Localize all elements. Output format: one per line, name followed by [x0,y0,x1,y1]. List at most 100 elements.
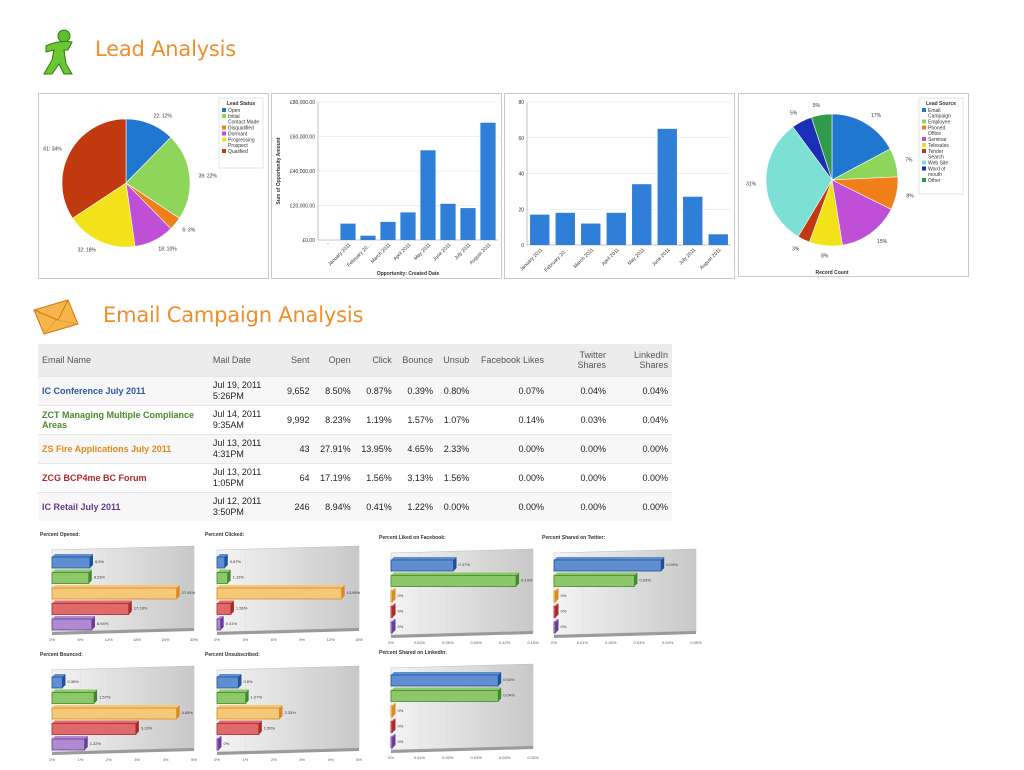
x-tick-label: 0% [49,637,55,642]
bar-top [217,600,234,604]
slice-label: 5% [790,110,798,116]
legend-item: Email [928,108,941,114]
legend-swatch [922,119,926,124]
x-tick-label: 12% [327,637,335,642]
mini-chart-title: Percent Shared on LinkedIn: [379,650,447,656]
bar-top [554,572,638,576]
x-tick-label: 4% [328,757,334,762]
table-row[interactable]: ZCT Managing Multiple Compliance Areas Ju… [38,404,672,434]
bar [390,736,393,749]
bar [390,575,517,587]
bar [460,208,476,240]
col-email-name[interactable]: Email Name [38,344,209,376]
x-tick-label: 0.01% [414,755,426,760]
x-tick-label: 0% [388,640,394,645]
col-linkedin-shares[interactable]: LinkedIn Shares [609,344,672,376]
bar-side [218,736,222,750]
legend-box [918,97,964,195]
x-tick-label: January 2011 [519,247,545,273]
pie-slice [61,118,127,219]
bar [216,738,219,751]
bar-value-label: 0.39% [67,679,79,684]
legend-item: Word of [928,167,946,173]
bar-value-label: 8.94% [97,621,109,626]
x-tick-label: April 2011 [601,247,621,267]
envelope-icon [33,299,79,335]
bounce-rate: 1.57% [395,404,437,434]
bar-top [52,616,95,619]
mail-date: Jul 13, 2011 4:31PM [208,433,278,463]
email-name-link[interactable]: ZCG BCP4me BC Forum [38,462,209,492]
legend-swatch [922,166,926,171]
x-tick-label: 0.06% [442,640,454,645]
legend-swatch [922,108,926,112]
bar [553,575,635,587]
x-tick-label: March 2011 [573,247,596,270]
bar [390,690,499,702]
col-click[interactable]: Click [354,344,396,376]
x-tick-label: 30% [190,637,198,642]
slice-label: 22: 12% [154,113,173,119]
email-name-link[interactable]: IC Conference July 2011 [38,375,209,405]
bar-value-label: 0% [561,593,567,598]
bar-side [516,572,520,587]
table-row[interactable]: ZCG BCP4me BC Forum Jul 13, 2011 1:05PM 64 1… [38,462,672,492]
sent-count: 43 [277,433,314,463]
email-name-link[interactable]: ZCT Managing Multiple Compliance Areas [38,404,209,434]
bar-side [555,603,559,618]
mini-bar-chart: 0% 1% 2% 3% 4% 5% 0.8% 1.07% 2.33% 1.56% 0% [214,665,362,762]
col-twitter-shares[interactable]: Twitter Shares [548,344,610,376]
legend-item: Prospect [228,143,248,149]
bar [51,587,178,600]
chart-floor [217,748,359,755]
slice-label: 6: 3% [182,227,195,233]
bar-value-label: 0.07% [459,562,471,567]
table-row[interactable]: IC Retail July 2011 Jul 12, 2011 3:50PM 246… [38,491,672,521]
email-name-link[interactable]: ZS Fire Applications July 2011 [38,433,209,463]
bar-value-label: 0.03% [639,578,651,583]
opportunity-count-bar-chart: 0 20 40 60 80 January 2011 February 20... March… [518,100,731,273]
bar [390,559,454,572]
slice-label: 3% [792,247,800,253]
lead-source-panel: 17% 7% 8% 15% 8% 3% 31% 5% 5% Lead Source Email Cam… [738,93,969,277]
bar-top [554,557,665,560]
slice-label: 8% [821,254,829,260]
bar-top [52,554,93,557]
bar [390,705,393,718]
x-tick-label: May 2011 [413,242,433,262]
x-tick-label: March 2011 [370,242,393,265]
bar-top [391,672,502,675]
opportunity-amount-panel: £0.00 £20,000.00 £40,000.00 £60,000.00 £80,0… [271,93,502,279]
bar-value-label: 0% [398,739,404,744]
bar [390,721,393,733]
table-row[interactable]: IC Conference July 2011 Jul 19, 2011 5:26P… [38,375,672,405]
bar-side [498,687,502,702]
mail-date: Jul 13, 2011 1:05PM [208,462,278,492]
table-row[interactable]: ZS Fire Applications July 2011 Jul 13, 20… [38,433,672,463]
click-rate: 13.95% [354,433,396,463]
col-sent[interactable]: Sent [277,344,314,376]
y-tick-label: £80,000.00 [290,100,315,106]
bar-value-label: 0% [398,593,404,598]
legend-swatch [922,178,926,182]
email-name-link[interactable]: IC Retail July 2011 [38,491,209,521]
bar-value-label: 0.8% [243,679,253,684]
mini-bar-chart: 0% 3% 6% 9% 12% 15% 0.87% 1.19% 13.95% 1.56% 0.41% [214,545,363,642]
x-tick-label: 2% [106,757,112,762]
pie-slice [831,113,891,181]
col-unsub[interactable]: Unsub [436,344,474,376]
bounce-rate: 3.13% [395,462,437,492]
bar-value-label: 0.87% [230,559,242,564]
col-open[interactable]: Open [313,344,355,376]
col-facebook-likes[interactable]: Facebook Likes [473,344,549,376]
facebook-likes: 0.00% [473,462,549,492]
bounce-rate: 0.39% [395,375,437,405]
col-mail-date[interactable]: Mail Date [208,344,278,376]
bar-top [554,588,559,591]
bar-value-label: 0% [398,708,404,713]
col-bounce[interactable]: Bounce [395,344,437,376]
slice-label: 17% [871,113,882,119]
open-rate: 8.50% [313,375,355,405]
bar-side [392,588,396,602]
x-tick-label: 0.15% [527,640,539,645]
